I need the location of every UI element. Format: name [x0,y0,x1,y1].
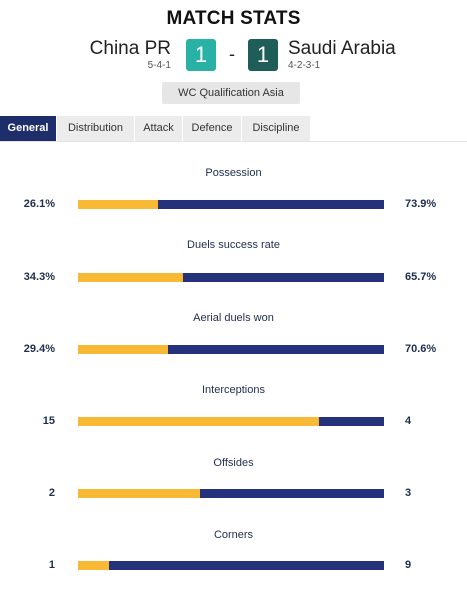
tab-general[interactable]: General [0,116,56,141]
stat-away-value: 65.7% [405,271,437,283]
stat-home-value: 34.3% [23,271,55,283]
home-team: China PR 5-4-1 [90,38,171,72]
stat-bar-aerial-duels [78,345,384,354]
away-team: Saudi Arabia 4-2-3-1 [288,38,396,72]
stat-home-value: 2 [48,487,55,499]
stat-away-value: 3 [405,487,412,499]
stat-title-aerial-duels: Aerial duels won [193,312,274,324]
stat-bar-home-fill [78,200,158,209]
tab-defence[interactable]: Defence [183,116,241,141]
score-separator: - [229,44,235,64]
stat-title-possession: Possession [205,167,262,179]
stats-tabs: General Distribution Attack Defence Disc… [0,116,467,142]
stat-title-offsides: Offsides [213,457,254,469]
away-score: 1 [248,39,278,71]
stat-home-value: 1 [48,559,55,571]
page-title: MATCH STATS [166,8,301,29]
stat-bar-home-fill [78,489,201,498]
stat-title-duels: Duels success rate [187,239,280,251]
stat-home-value: 15 [42,415,55,427]
stat-bar-home-fill [78,417,320,426]
tab-distribution[interactable]: Distribution [57,116,134,141]
stat-bar-home-fill [78,561,109,570]
home-team-name: China PR [89,38,171,59]
tab-attack[interactable]: Attack [135,116,182,141]
stat-title-corners: Corners [213,529,254,541]
stat-bar-interceptions [78,417,384,426]
tab-discipline[interactable]: Discipline [242,116,310,141]
away-team-name: Saudi Arabia [288,38,396,59]
stat-away-value: 73.9% [405,198,437,210]
stat-bar-corners [78,561,384,570]
stat-home-value: 29.4% [23,343,55,355]
stat-home-value: 26.1% [23,198,55,210]
away-team-formation: 4-2-3-1 [288,60,321,71]
stat-bar-home-fill [78,345,168,354]
stat-away-value: 70.6% [405,343,437,355]
stat-away-value: 4 [405,415,412,427]
stat-bar-possession [78,200,384,209]
competition-badge: WC Qualification Asia [162,82,300,104]
stat-title-interceptions: Interceptions [202,384,265,396]
stat-bar-duels [78,273,384,282]
home-team-formation: 5-4-1 [147,60,171,71]
stat-bar-home-fill [78,273,183,282]
home-score: 1 [186,39,216,71]
stat-bar-offsides [78,489,384,498]
stat-away-value: 9 [405,559,412,571]
